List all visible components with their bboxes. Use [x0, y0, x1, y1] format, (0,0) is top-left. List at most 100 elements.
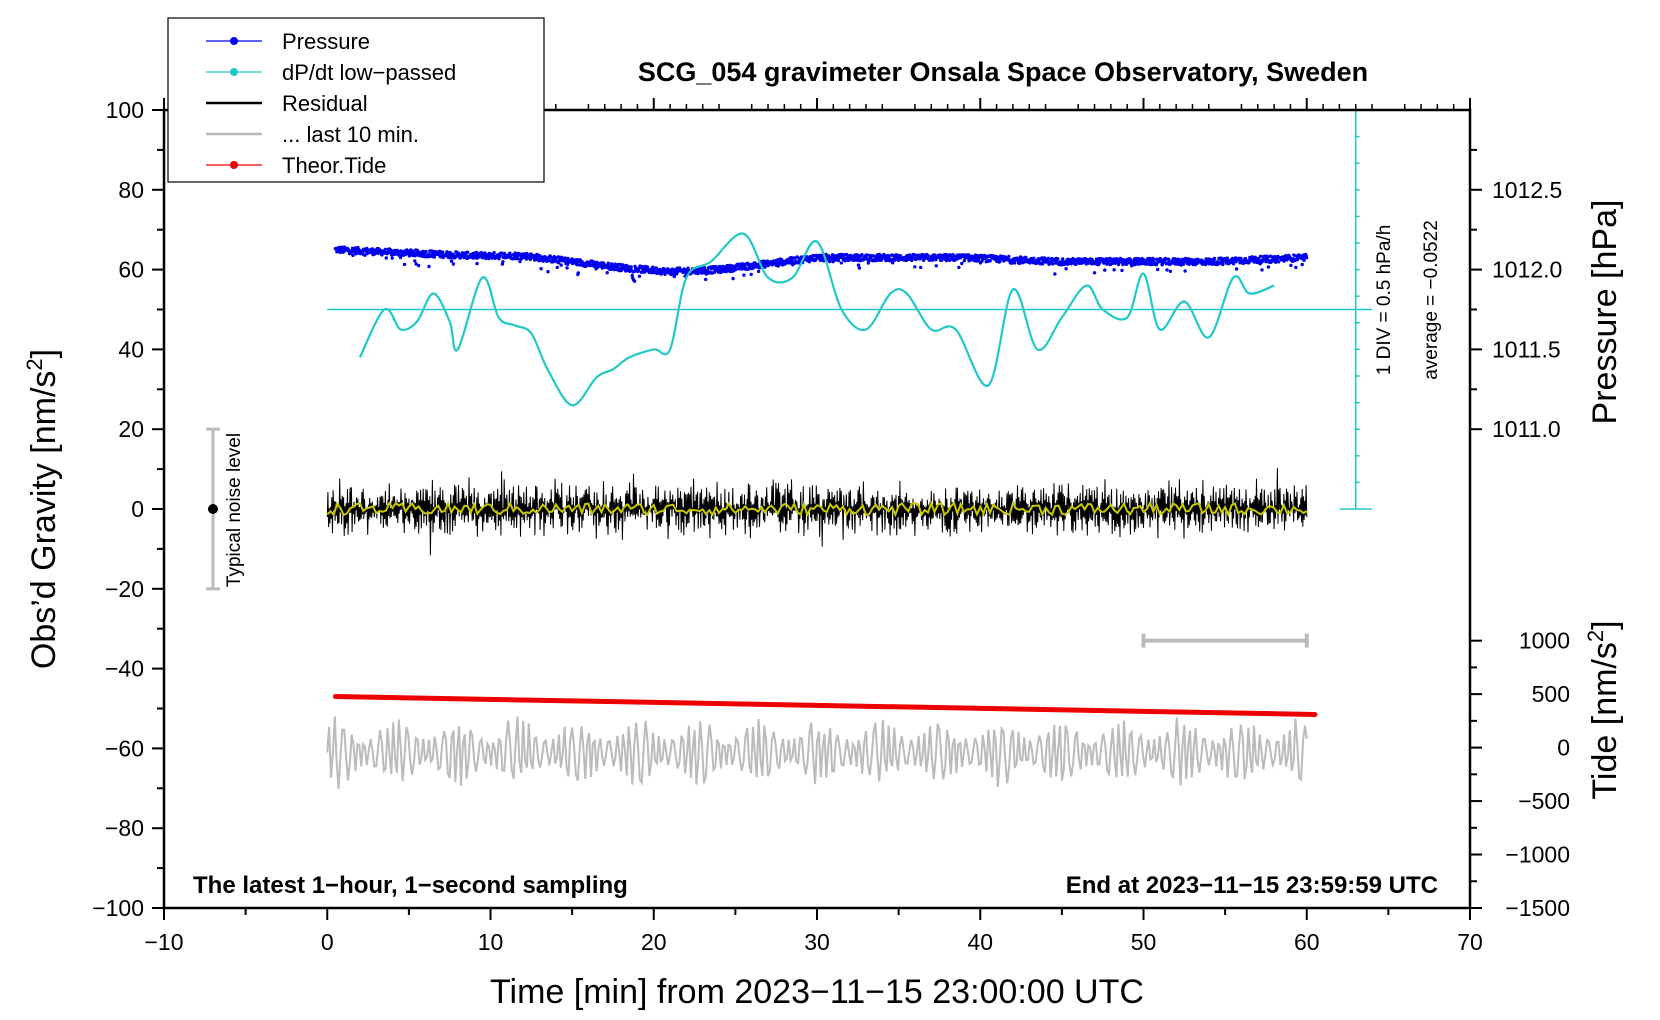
pressure-point [576, 271, 580, 275]
legend-swatch-dot [230, 37, 238, 45]
pressure-point [384, 256, 388, 260]
pressure-point [947, 258, 952, 262]
pressure-point [1152, 257, 1156, 262]
low-passed-residual-line [326, 500, 1308, 518]
pressure-point [1013, 261, 1017, 265]
pressure-series [333, 245, 1309, 283]
pressure-point [836, 258, 841, 263]
legend-label: Residual [282, 91, 368, 116]
pressure-point [1103, 268, 1107, 272]
pressure-point [363, 253, 367, 257]
pressure-point [1289, 263, 1293, 268]
end-time-note: End at 2023−11−15 23:59:59 UTC [1066, 872, 1438, 899]
pressure-point [865, 253, 869, 257]
chart-title: SCG_054 gravimeter Onsala Space Observat… [638, 57, 1368, 87]
pressure-point [1032, 256, 1036, 260]
pressure-point [1112, 268, 1116, 272]
pressure-point [618, 262, 623, 267]
pressure-point [731, 276, 735, 281]
pressure-point [424, 249, 428, 254]
y-axis-title-tide: Tide [nm/s2] [1583, 620, 1624, 799]
pressure-point [998, 259, 1002, 264]
pressure-point [543, 255, 548, 259]
pressure-point [390, 256, 394, 260]
y-axis-title-pressure: Pressure [hPa] [1586, 200, 1624, 425]
pressure-point [606, 261, 610, 265]
pressure-point [730, 264, 734, 268]
pressure-point [449, 259, 454, 263]
pressure-point [926, 254, 930, 258]
pressure-point [663, 272, 667, 276]
pressure-point [908, 253, 912, 257]
pressure-point [891, 261, 895, 265]
legend-label: ... last 10 min. [282, 122, 419, 147]
pressure-point [1064, 267, 1068, 271]
dpdt-low-passed-line [358, 232, 1275, 407]
legend-label: Pressure [282, 29, 370, 54]
pressure-point [1056, 257, 1060, 261]
pressure-point [432, 255, 436, 259]
pressure-point [704, 277, 708, 282]
pressure-point [1167, 258, 1171, 263]
pressure-point [613, 262, 617, 266]
x-tick-label: 0 [321, 929, 334, 955]
pressure-point [1302, 258, 1306, 262]
pressure-point [1168, 269, 1173, 273]
pressure-point [919, 265, 923, 270]
y-tick-label: 0 [131, 496, 144, 522]
pressure-point [555, 265, 559, 270]
pressure-point [957, 265, 961, 270]
tide-tick-label: −1500 [1505, 895, 1570, 921]
pressure-point [910, 258, 914, 263]
pressure-point [539, 267, 543, 271]
pressure-point [1258, 254, 1263, 258]
pressure-point [1164, 257, 1168, 261]
y-tick-label: 100 [106, 97, 144, 123]
tide-tick-label: 500 [1532, 681, 1570, 707]
tide-tick-label: −1000 [1505, 842, 1570, 868]
tide-tick-label: −500 [1518, 788, 1570, 814]
pressure-point [441, 250, 445, 254]
pressure-point [934, 264, 938, 268]
legend-label: dP/dt low−passed [282, 60, 456, 85]
legend-swatch-dot [230, 161, 238, 169]
pressure-point [605, 271, 609, 275]
pressure-point [749, 272, 753, 277]
pressure-point [351, 253, 355, 258]
pressure-tick-label: 1012.0 [1492, 257, 1562, 283]
pressure-point [1133, 262, 1137, 267]
pressure-point [445, 250, 449, 254]
pressure-point [547, 258, 551, 263]
pressure-point [1139, 261, 1144, 266]
pressure-point [1051, 262, 1055, 266]
pressure-point [742, 273, 746, 277]
pressure-point [756, 269, 761, 274]
pressure-point [501, 260, 505, 264]
pressure-point [475, 261, 479, 266]
x-tick-label: 50 [1131, 929, 1157, 955]
legend-label: Theor.Tide [282, 153, 386, 178]
pressure-point [402, 262, 407, 267]
scale-division-label: 1 DIV = 0.5 hPa/h [1374, 225, 1395, 376]
x-tick-label: −10 [144, 929, 183, 955]
legend-swatch-dot [230, 68, 238, 76]
sampling-note: The latest 1−hour, 1−second sampling [193, 872, 628, 899]
pressure-point [912, 253, 916, 257]
noise-level-label: Typical noise level [224, 433, 245, 587]
y-tick-label: −40 [105, 656, 144, 682]
pressure-point [1304, 256, 1309, 260]
pressure-point [1007, 254, 1011, 259]
pressure-point [976, 259, 981, 263]
y-tick-label: −60 [105, 735, 144, 761]
pressure-point [408, 253, 412, 257]
pressure-point [856, 263, 861, 267]
pressure-point [1110, 261, 1115, 265]
pressure-point [557, 261, 561, 265]
pressure-point [1212, 256, 1217, 261]
pressure-point [515, 256, 520, 261]
plot-content [205, 109, 1373, 789]
y-tick-label: 80 [118, 177, 144, 203]
y-axis-title-gravity: Obs’d Gravity [nm/s2] [22, 349, 63, 669]
pressure-point [930, 258, 935, 262]
pressure-point [559, 263, 563, 267]
